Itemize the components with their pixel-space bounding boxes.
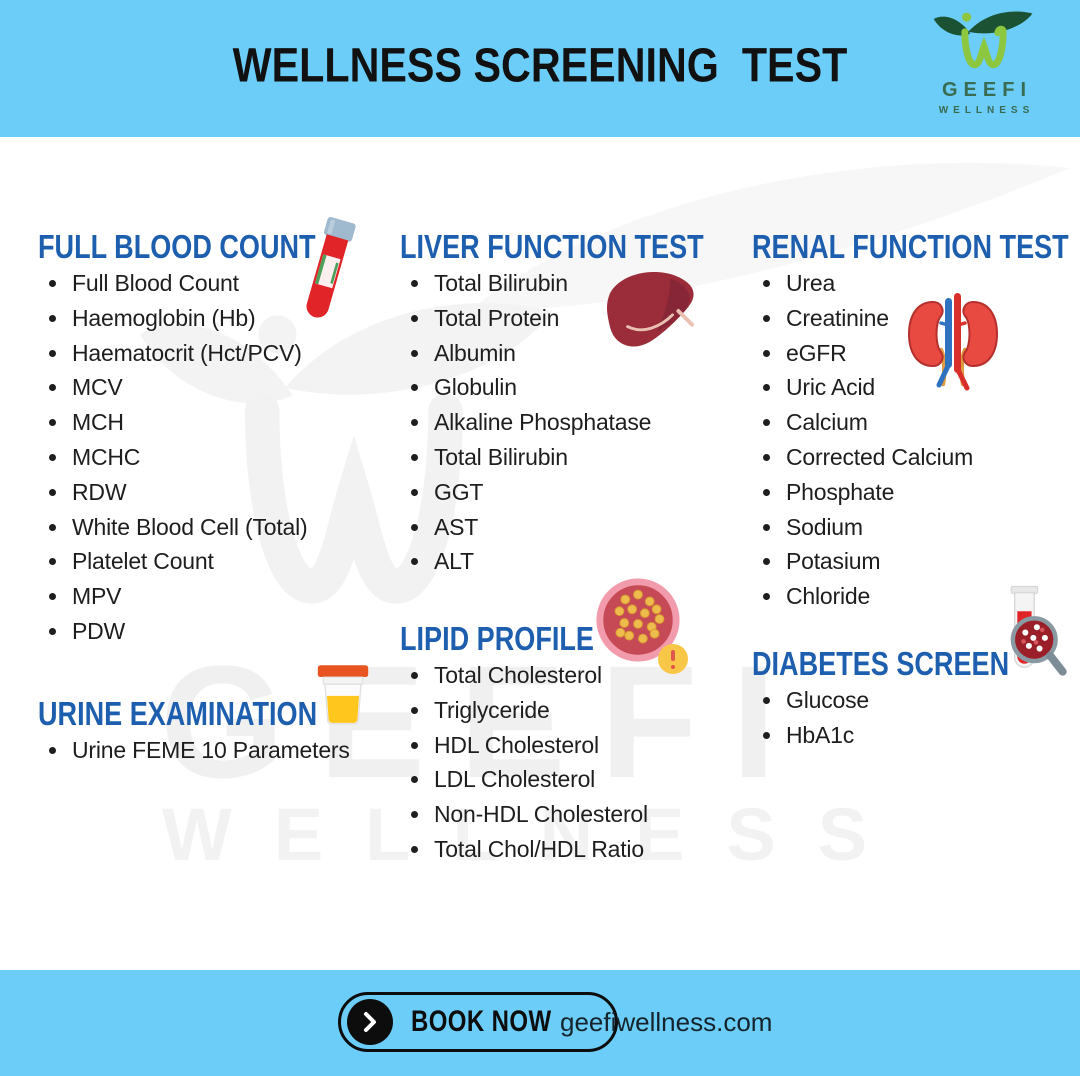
list-item: Potasium: [784, 544, 1072, 579]
list-item: LDL Cholesterol: [432, 762, 730, 797]
book-now-button[interactable]: BOOK NOW: [338, 992, 618, 1052]
list-item: Total Bilirubin: [432, 440, 730, 475]
list-item: Calcium: [784, 405, 1072, 440]
list-item: Corrected Calcium: [784, 440, 1072, 475]
section-renal-function-test: RENAL FUNCTION TEST UreaCreatinineeGFRUr…: [752, 230, 1072, 614]
section-urine-examination: URINE EXAMINATION Urine FEME 10 Paramete…: [38, 697, 408, 768]
bottom-banner: BOOK NOW geefiwellness.com: [0, 970, 1080, 1076]
arrow-icon: [347, 999, 393, 1045]
list-item: Uric Acid: [784, 370, 1072, 405]
geefi-logo: GEEFI WELLNESS: [904, 8, 1064, 116]
logo-mark-icon: [933, 11, 1033, 69]
test-list: Full Blood CountHaemoglobin (Hb)Haematoc…: [38, 266, 368, 649]
list-item: MCV: [70, 370, 368, 405]
list-item: HbA1c: [784, 718, 1072, 753]
logo-tagline: WELLNESS: [938, 105, 1035, 116]
list-item: Urea: [784, 266, 1072, 301]
top-banner: WELLNESS SCREENING TEST: [0, 0, 1080, 137]
list-item: ALT: [432, 544, 730, 579]
list-item: Albumin: [432, 336, 730, 371]
section-title: LIVER FUNCTION TEST: [400, 228, 704, 265]
list-item: RDW: [70, 475, 368, 510]
section-title: DIABETES SCREEN: [752, 645, 1010, 682]
list-item: Sodium: [784, 510, 1072, 545]
list-item: Total Bilirubin: [432, 266, 730, 301]
list-item: Urine FEME 10 Parameters: [70, 733, 408, 768]
test-list: Total CholesterolTriglycerideHDL Cholest…: [400, 658, 730, 867]
list-item: Total Chol/HDL Ratio: [432, 832, 730, 867]
list-item: Full Blood Count: [70, 266, 368, 301]
list-item: Phosphate: [784, 475, 1072, 510]
page-title: WELLNESS SCREENING TEST: [232, 39, 848, 93]
list-item: MCH: [70, 405, 368, 440]
section-title: URINE EXAMINATION: [38, 695, 318, 732]
website-link[interactable]: geefiwellness.com: [560, 1006, 773, 1037]
list-item: Alkaline Phosphatase: [432, 405, 730, 440]
section-full-blood-count: FULL BLOOD COUNT Full Blood CountHaemogl…: [38, 230, 368, 649]
test-list: Total BilirubinTotal ProteinAlbuminGlobu…: [400, 266, 730, 579]
list-item: Haematocrit (Hct/PCV): [70, 336, 368, 371]
list-item: Globulin: [432, 370, 730, 405]
section-title: LIPID PROFILE: [400, 620, 594, 657]
list-item: GGT: [432, 475, 730, 510]
list-item: Total Protein: [432, 301, 730, 336]
test-list: GlucoseHbA1c: [752, 683, 1072, 753]
section-liver-function-test: LIVER FUNCTION TEST Total BilirubinTotal…: [400, 230, 730, 579]
section-title: FULL BLOOD COUNT: [38, 228, 316, 265]
list-item: White Blood Cell (Total): [70, 510, 368, 545]
list-item: Platelet Count: [70, 544, 368, 579]
logo-name: GEEFI: [941, 79, 1032, 101]
section-diabetes-screen: DIABETES SCREEN GlucoseHbA1c: [752, 647, 1072, 753]
list-item: eGFR: [784, 336, 1072, 371]
list-item: MPV: [70, 579, 368, 614]
list-item: MCHC: [70, 440, 368, 475]
list-item: PDW: [70, 614, 368, 649]
list-item: AST: [432, 510, 730, 545]
list-item: Glucose: [784, 683, 1072, 718]
list-item: Triglyceride: [432, 693, 730, 728]
list-item: HDL Cholesterol: [432, 728, 730, 763]
list-item: Creatinine: [784, 301, 1072, 336]
section-lipid-profile: LIPID PROFILE Total CholesterolTriglycer…: [400, 622, 730, 867]
test-list: Urine FEME 10 Parameters: [38, 733, 408, 768]
list-item: Total Cholesterol: [432, 658, 730, 693]
list-item: Haemoglobin (Hb): [70, 301, 368, 336]
list-item: Non-HDL Cholesterol: [432, 797, 730, 832]
list-item: Chloride: [784, 579, 1072, 614]
book-now-label: BOOK NOW: [411, 1005, 552, 1038]
test-list: UreaCreatinineeGFRUric AcidCalciumCorrec…: [752, 266, 1072, 614]
section-title: RENAL FUNCTION TEST: [752, 228, 1069, 265]
